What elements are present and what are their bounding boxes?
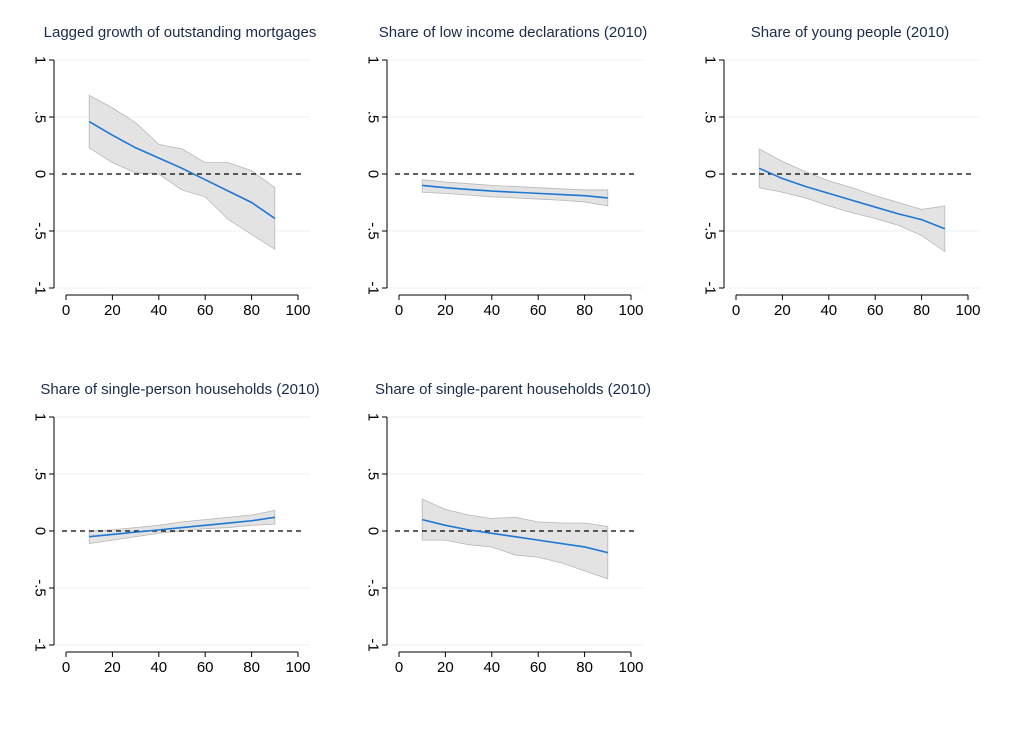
x-tick-label: 100 bbox=[955, 302, 980, 319]
x-tick-label: 100 bbox=[618, 659, 643, 676]
y-tick-label: -1 bbox=[365, 281, 382, 294]
y-tick-label: -.5 bbox=[702, 222, 719, 240]
y-tick-label: -1 bbox=[32, 638, 49, 651]
x-tick-label: 60 bbox=[197, 302, 214, 319]
x-tick-label: 60 bbox=[530, 302, 547, 319]
series-line bbox=[89, 516, 275, 538]
panel-title: Share of young people (2010) bbox=[750, 24, 950, 41]
y-tick-label: -.5 bbox=[32, 579, 49, 597]
x-tick-label: 80 bbox=[243, 659, 260, 676]
x-tick-label: 60 bbox=[197, 659, 214, 676]
x-tick-label: 80 bbox=[576, 659, 593, 676]
series-line bbox=[758, 167, 946, 230]
x-tick-label: 100 bbox=[285, 302, 310, 319]
panel-low-income-declarations: Share of low income declarations (2010) … bbox=[343, 24, 683, 364]
y-tick-label: -.5 bbox=[365, 579, 382, 597]
panel-single-parent-households: Share of single-parent households (2010)… bbox=[343, 381, 683, 721]
panel-title: Share of single-person households (2010) bbox=[40, 381, 320, 398]
x-tick-label: 20 bbox=[104, 659, 121, 676]
y-tick-label: -1 bbox=[32, 281, 49, 294]
panel-plot: -1 -.5 0 .5 1 0 20 40 60 80 100 bbox=[32, 413, 311, 676]
x-tick-label: 80 bbox=[243, 302, 260, 319]
x-tick-label: 20 bbox=[437, 302, 454, 319]
x-tick-label: 60 bbox=[530, 659, 547, 676]
y-tick-label: .5 bbox=[702, 111, 719, 124]
confidence-band bbox=[421, 498, 609, 580]
panel-title: Share of single-parent households (2010) bbox=[374, 381, 651, 398]
x-tick-label: 80 bbox=[913, 302, 930, 319]
x-tick-label: 40 bbox=[483, 302, 500, 319]
x-tick-label: 0 bbox=[732, 302, 740, 319]
y-tick-label: .5 bbox=[365, 468, 382, 481]
y-tick-label: 0 bbox=[32, 170, 49, 178]
y-tick-label: 0 bbox=[702, 170, 719, 178]
x-tick-label: 40 bbox=[820, 302, 837, 319]
y-tick-label: 0 bbox=[32, 527, 49, 535]
y-tick-label: 0 bbox=[365, 170, 382, 178]
x-tick-label: 20 bbox=[104, 302, 121, 319]
series-line bbox=[422, 184, 608, 199]
panel-plot: -1 -.5 0 .5 1 0 20 40 60 80 100 bbox=[32, 56, 311, 319]
series-line bbox=[422, 518, 608, 554]
x-tick-label: 100 bbox=[618, 302, 643, 319]
panel-title: Share of low income declarations (2010) bbox=[378, 24, 648, 41]
x-tick-label: 0 bbox=[62, 659, 70, 676]
y-tick-label: 1 bbox=[32, 56, 49, 64]
x-tick-label: 0 bbox=[395, 659, 403, 676]
x-tick-label: 40 bbox=[150, 659, 167, 676]
y-tick-label: 1 bbox=[32, 413, 49, 421]
y-tick-label: .5 bbox=[32, 468, 49, 481]
x-tick-label: 40 bbox=[150, 302, 167, 319]
panel-plot: -1 -.5 0 .5 1 0 20 40 60 80 100 bbox=[365, 413, 644, 676]
y-tick-label: -1 bbox=[365, 638, 382, 651]
x-tick-label: 100 bbox=[285, 659, 310, 676]
y-tick-label: .5 bbox=[32, 111, 49, 124]
confidence-band bbox=[88, 94, 276, 250]
series-line bbox=[88, 120, 276, 220]
x-tick-label: 80 bbox=[576, 302, 593, 319]
x-tick-label: 0 bbox=[395, 302, 403, 319]
y-tick-label: 1 bbox=[365, 413, 382, 421]
panel-plot: -1 -.5 0 .5 1 0 20 40 60 80 100 bbox=[702, 56, 981, 319]
y-tick-label: 1 bbox=[365, 56, 382, 64]
x-tick-label: 20 bbox=[774, 302, 791, 319]
y-tick-label: -1 bbox=[702, 281, 719, 294]
panel-lagged-mortgage-growth: Lagged growth of outstanding mortgages -… bbox=[10, 24, 350, 364]
y-tick-label: -.5 bbox=[32, 222, 49, 240]
x-tick-label: 40 bbox=[483, 659, 500, 676]
y-tick-label: 1 bbox=[702, 56, 719, 64]
x-tick-label: 20 bbox=[437, 659, 454, 676]
x-tick-label: 60 bbox=[867, 302, 884, 319]
y-tick-label: 0 bbox=[365, 527, 382, 535]
panel-plot: -1 -.5 0 .5 1 0 20 40 60 80 100 bbox=[365, 56, 644, 319]
panel-single-person-households: Share of single-person households (2010)… bbox=[10, 381, 350, 721]
panel-young-people: Share of young people (2010) -1 -.5 0 .5 1 0 2… bbox=[680, 24, 1020, 364]
x-tick-label: 0 bbox=[62, 302, 70, 319]
y-tick-label: -.5 bbox=[365, 222, 382, 240]
panel-title: Lagged growth of outstanding mortgages bbox=[43, 24, 317, 41]
y-tick-label: .5 bbox=[365, 111, 382, 124]
